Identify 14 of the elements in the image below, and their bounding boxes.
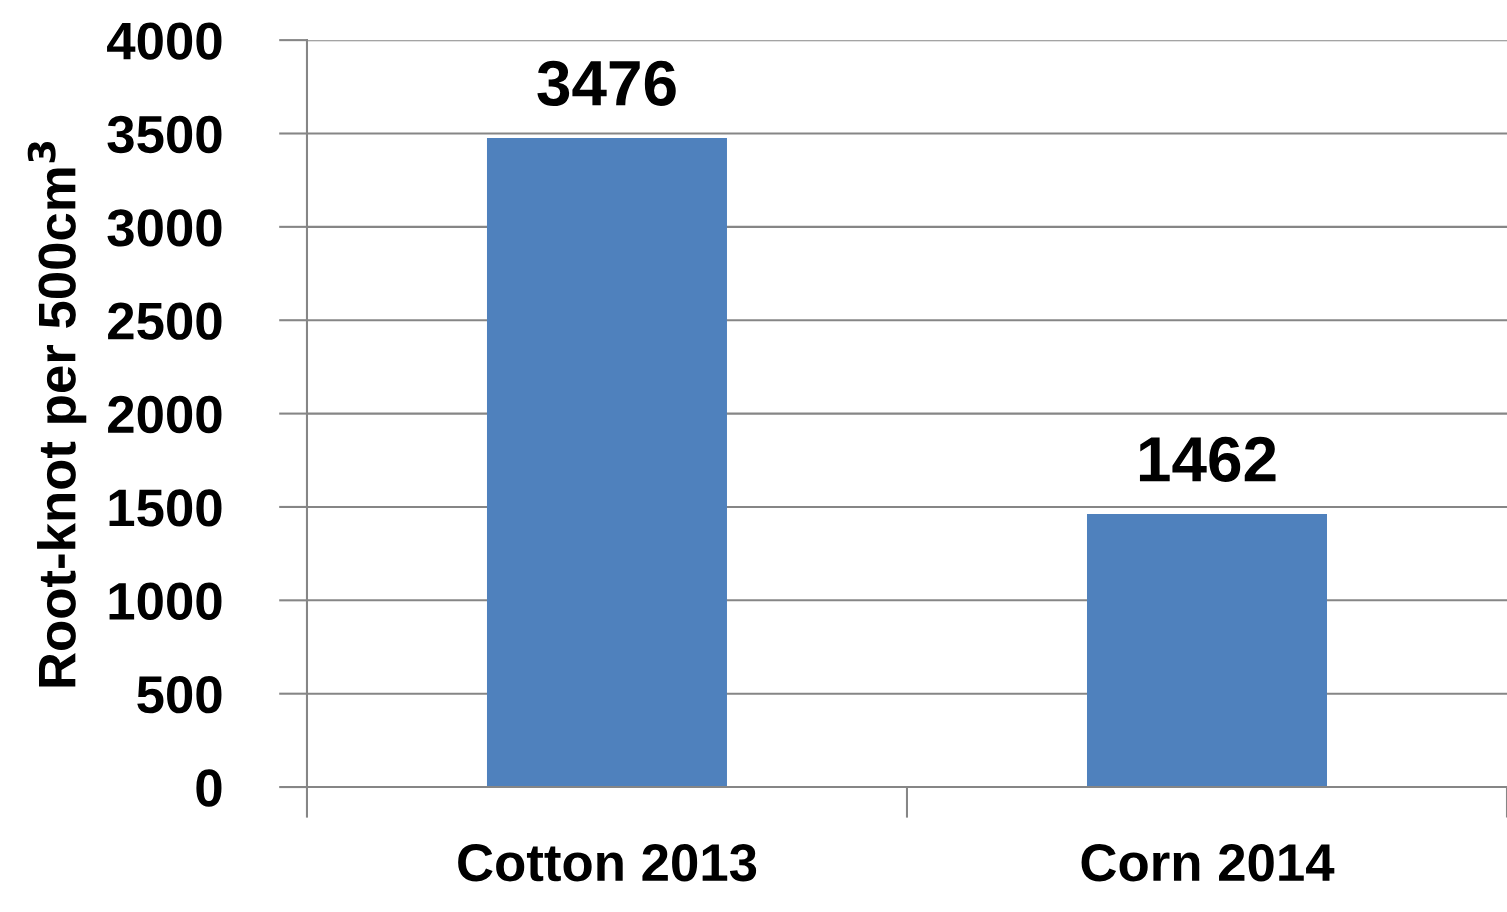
y-tick-label: 1500 [109, 489, 222, 527]
x-tick-label: Corn 2014 [1081, 844, 1335, 882]
y-tick-label: 4000 [107, 22, 222, 60]
y-tick-label: 0 [196, 769, 222, 807]
y-tick-label: 2000 [108, 395, 222, 434]
y-tick-label: 3000 [107, 209, 222, 247]
y-axis-title: Root-knot per 500cm$^{3}$ [27, 141, 87, 687]
x-tick-label: Cotton 2013 [458, 844, 757, 882]
data-label: 1462 [1139, 436, 1276, 482]
data-label: 3476 [537, 60, 676, 106]
y-tick-label: 1000 [109, 582, 222, 620]
y-tick-label: 500 [137, 675, 222, 714]
y-tick-label: 3500 [107, 115, 222, 154]
y-tick-label: 2500 [108, 302, 222, 340]
